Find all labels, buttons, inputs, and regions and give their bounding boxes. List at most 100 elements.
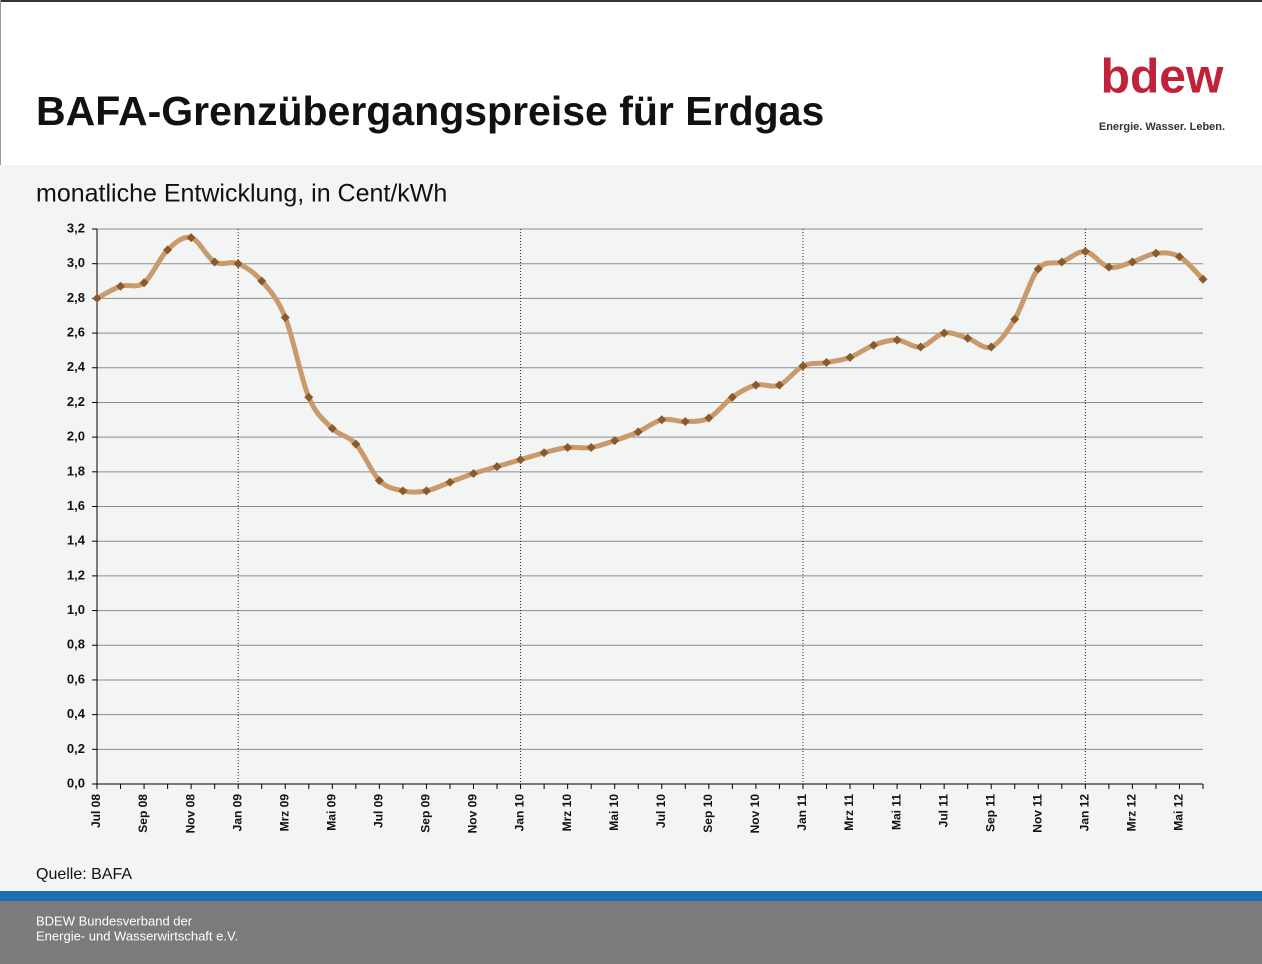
x-tick-label: Mrz 10 [560, 794, 574, 832]
x-tick-label: Sep 11 [983, 794, 997, 832]
y-tick-label: 0,6 [67, 671, 85, 686]
marker [469, 469, 479, 479]
x-tick-label: Nov 08 [183, 794, 197, 834]
marker [516, 455, 526, 465]
x-tick-label: Mai 11 [889, 794, 903, 830]
x-tick-label: Mai 09 [324, 794, 338, 831]
marker [821, 358, 831, 368]
marker [280, 312, 290, 322]
x-tick-label: Jul 09 [372, 794, 386, 828]
logo-tagline: Energie. Wasser. Leben. [1099, 121, 1225, 133]
x-tick-label: Mrz 11 [842, 794, 856, 831]
content-area [0, 165, 1262, 891]
marker [1080, 247, 1090, 257]
y-tick-label: 3,0 [67, 255, 85, 270]
x-tick-label: Mai 10 [607, 794, 621, 831]
marker [986, 342, 996, 352]
blue-bar [0, 891, 1262, 901]
marker [163, 245, 173, 255]
y-tick-label: 1,6 [67, 498, 85, 513]
y-tick-label: 0,0 [67, 775, 85, 790]
marker [610, 436, 620, 446]
marker [233, 259, 243, 269]
y-tick-label: 2,4 [67, 359, 86, 374]
x-tick-label: Sep 08 [136, 794, 150, 833]
y-tick-label: 2,8 [67, 290, 85, 305]
source: Quelle: BAFA [36, 866, 132, 883]
marker [845, 352, 855, 362]
marker [1010, 314, 1020, 324]
marker [257, 276, 267, 286]
marker [445, 477, 455, 487]
y-tick-label: 2,2 [67, 394, 85, 409]
x-tick-label: Sep 10 [701, 794, 715, 833]
marker [680, 417, 690, 427]
marker [963, 333, 973, 343]
subtitle: monatliche Entwicklung, in Cent/kWh [36, 180, 447, 208]
marker [539, 448, 549, 458]
marker [92, 293, 102, 303]
marker [633, 427, 643, 437]
marker [1198, 274, 1208, 284]
x-tick-label: Jan 09 [230, 794, 244, 832]
x-tick-label: Jul 10 [654, 794, 668, 828]
marker [586, 443, 596, 453]
marker [657, 415, 667, 425]
marker [139, 278, 149, 288]
marker [492, 462, 502, 472]
y-tick-label: 0,8 [67, 637, 85, 652]
marker [939, 328, 949, 338]
x-tick-label: Jul 11 [936, 794, 950, 828]
marker [398, 486, 408, 496]
marker [1151, 248, 1161, 258]
marker [1127, 257, 1137, 267]
marker [1033, 264, 1043, 274]
marker [751, 380, 761, 390]
marker [304, 392, 314, 402]
marker [327, 423, 337, 433]
logo: bdew [1101, 51, 1224, 104]
y-tick-label: 0,2 [67, 741, 85, 756]
marker [1174, 252, 1184, 262]
x-tick-label: Mrz 12 [1125, 794, 1139, 832]
x-tick-label: Nov 09 [466, 794, 480, 834]
marker [727, 392, 737, 402]
marker [351, 439, 361, 449]
marker [774, 380, 784, 390]
marker [374, 475, 384, 485]
footer-band [0, 901, 1262, 964]
y-tick-label: 1,8 [67, 463, 85, 478]
x-tick-label: Mrz 09 [277, 794, 291, 832]
marker [1057, 257, 1067, 267]
x-tick-label: Nov 10 [748, 794, 762, 834]
marker [1104, 262, 1114, 272]
x-tick-label: Nov 11 [1030, 794, 1044, 833]
x-tick-label: Jan 10 [513, 794, 527, 832]
marker [421, 486, 431, 496]
marker [563, 443, 573, 453]
y-tick-label: 1,0 [67, 602, 85, 617]
title: BAFA-Grenzübergangspreise für Erdgas [36, 88, 824, 134]
x-tick-label: Sep 09 [419, 794, 433, 833]
marker [892, 335, 902, 345]
marker [798, 361, 808, 371]
x-tick-label: Mai 12 [1172, 794, 1186, 831]
marker [704, 413, 714, 423]
y-tick-label: 3,2 [67, 220, 85, 235]
y-tick-label: 2,0 [67, 429, 85, 444]
y-tick-label: 0,4 [67, 706, 86, 721]
y-tick-label: 1,4 [67, 533, 86, 548]
marker [916, 342, 926, 352]
x-tick-label: Jan 12 [1078, 794, 1092, 832]
marker [869, 340, 879, 350]
y-tick-label: 2,6 [67, 325, 85, 340]
x-tick-label: Jul 08 [89, 794, 103, 828]
y-tick-label: 1,2 [67, 567, 85, 582]
marker [210, 257, 220, 267]
footer-line: Energie- und Wasserwirtschaft e.V. [36, 928, 238, 943]
marker [116, 281, 126, 291]
footer-line: BDEW Bundesverband der [36, 913, 193, 928]
marker [186, 233, 196, 243]
